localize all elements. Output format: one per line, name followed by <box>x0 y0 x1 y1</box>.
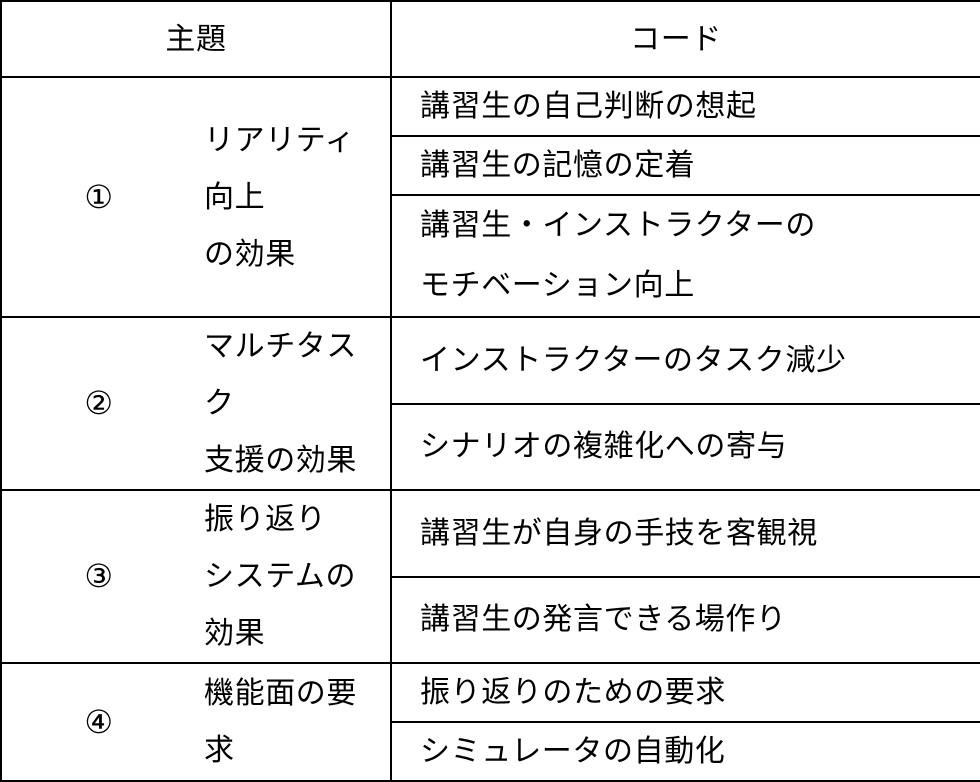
row-number: ③ <box>1 490 196 663</box>
row-code: シナリオの複雑化への寄与 <box>391 404 980 491</box>
row-number: ④ <box>1 663 196 781</box>
row-code: 講習生の記憶の定着 <box>391 136 980 195</box>
row-code: シミュレータの自動化 <box>391 722 980 781</box>
row-theme: 振り返りシステムの効果 <box>196 490 391 663</box>
table-header-row: 主題 コード <box>1 1 980 77</box>
table-row: ③ 振り返りシステムの効果 講習生が自身の手技を客観視 <box>1 490 980 577</box>
table-row: ④ 機能面の要求 振り返りのための要求 <box>1 663 980 722</box>
table-row: ① リアリティ向上の効果 講習生の自己判断の想起 <box>1 77 980 136</box>
header-code: コード <box>391 1 980 77</box>
row-theme: 機能面の要求 <box>196 663 391 781</box>
row-code: 講習生・インストラクターのモチベーション向上 <box>391 195 980 317</box>
row-theme: マルチタスク支援の効果 <box>196 317 391 490</box>
row-code: 講習生が自身の手技を客観視 <box>391 490 980 577</box>
row-code: インストラクターのタスク減少 <box>391 317 980 404</box>
row-code: 講習生の自己判断の想起 <box>391 77 980 136</box>
table-row: ② マルチタスク支援の効果 インストラクターのタスク減少 <box>1 317 980 404</box>
row-code: 振り返りのための要求 <box>391 663 980 722</box>
header-theme: 主題 <box>1 1 391 77</box>
row-number: ② <box>1 317 196 490</box>
analysis-table: 主題 コード ① リアリティ向上の効果 講習生の自己判断の想起 講習生の記憶の定… <box>0 0 980 782</box>
row-theme: リアリティ向上の効果 <box>196 77 391 317</box>
row-code: 講習生の発言できる場作り <box>391 577 980 664</box>
row-number: ① <box>1 77 196 317</box>
